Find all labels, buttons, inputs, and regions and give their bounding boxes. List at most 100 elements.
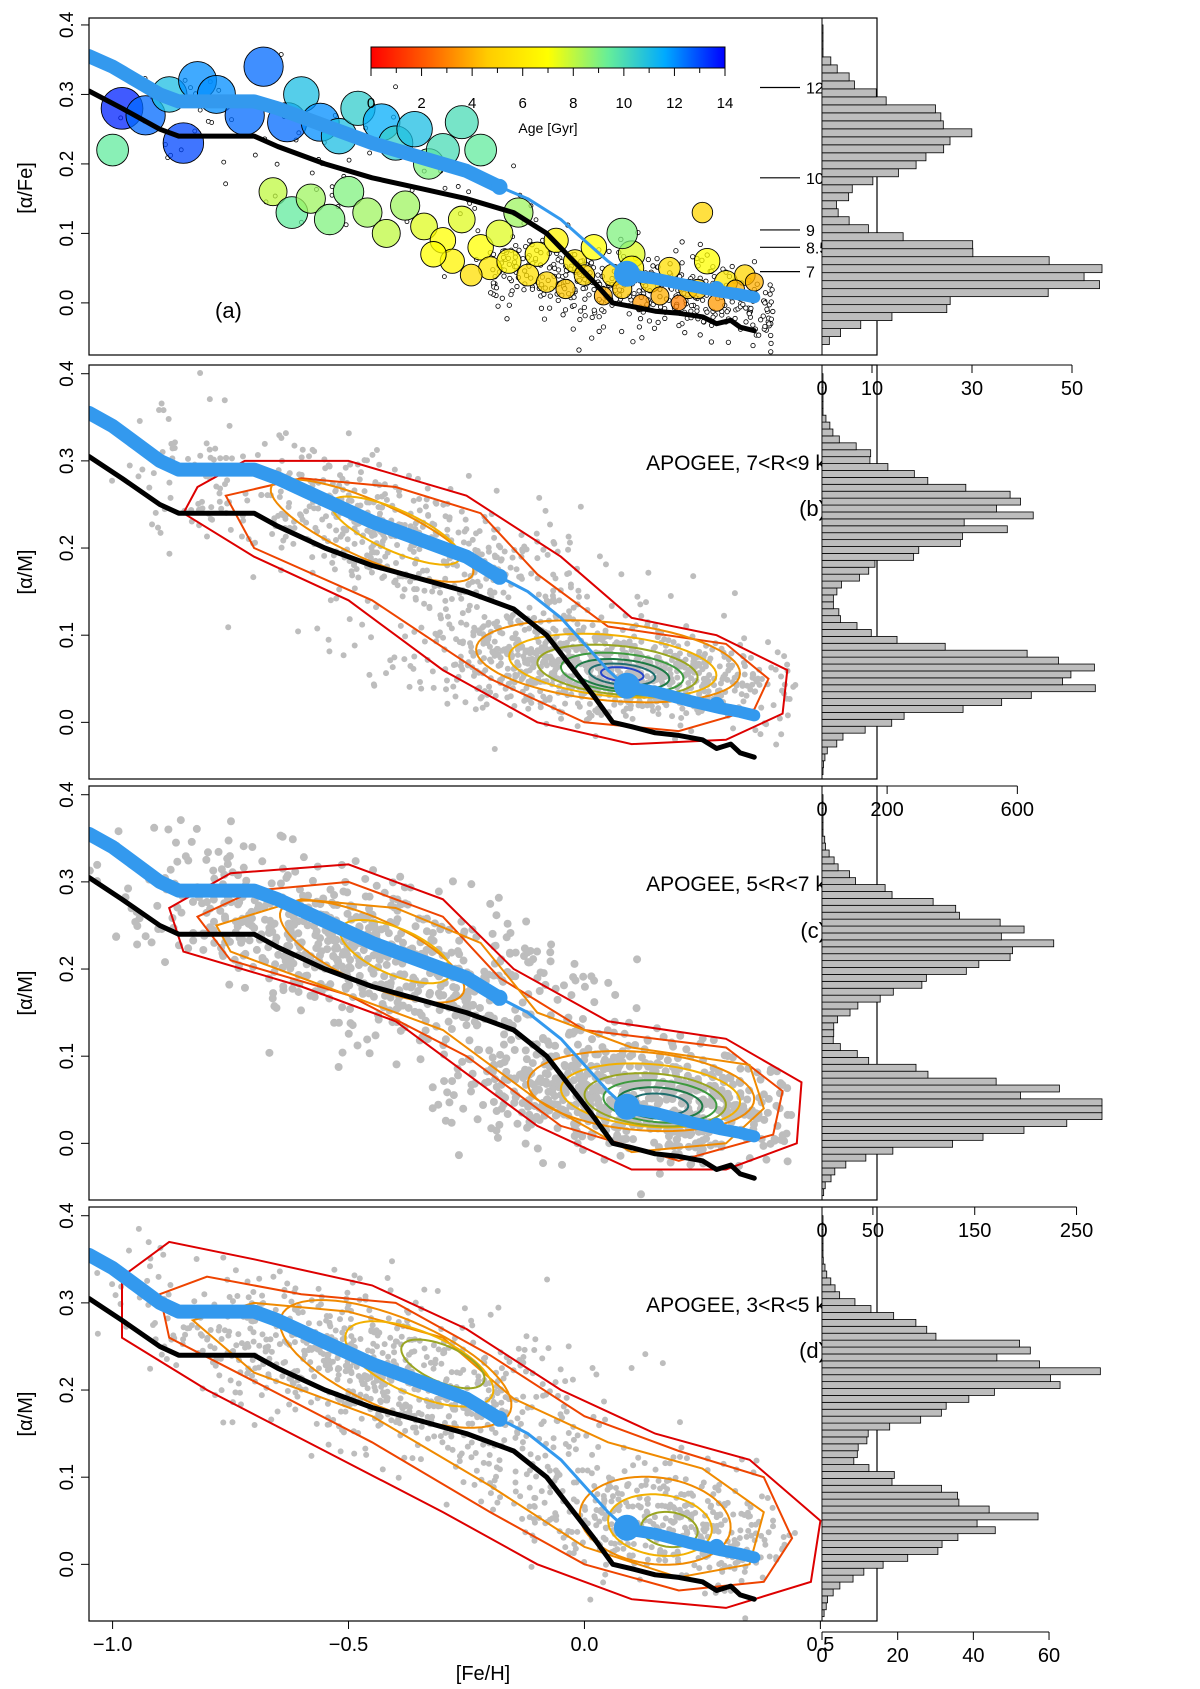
hist-bar xyxy=(821,1181,826,1190)
apogee-star-point xyxy=(756,681,763,688)
apogee-star-point xyxy=(333,595,340,602)
apogee-star-point xyxy=(299,1309,306,1316)
apogee-star-point xyxy=(747,1504,754,1511)
apogee-star-point xyxy=(618,571,625,578)
hist-bar xyxy=(821,414,827,423)
apogee-star-point xyxy=(343,909,352,918)
apogee-star-point xyxy=(492,1429,499,1436)
small-star-point xyxy=(513,242,519,249)
apogee-star-point xyxy=(232,1389,239,1396)
apogee-star-point xyxy=(410,1424,417,1431)
apogee-star-point xyxy=(415,1008,424,1017)
apogee-star-point xyxy=(391,654,398,661)
apogee-star-point xyxy=(474,1045,483,1054)
hist-bar xyxy=(821,1146,894,1155)
apogee-star-point xyxy=(513,672,520,679)
apogee-star-point xyxy=(742,1615,749,1621)
apogee-star-point xyxy=(714,1068,723,1077)
apogee-star-point xyxy=(371,1031,380,1040)
apogee-star-point xyxy=(406,683,413,690)
apogee-star-point xyxy=(506,928,515,937)
small-star-point xyxy=(570,326,576,332)
apogee-star-point xyxy=(485,619,492,626)
apogee-star-point xyxy=(448,595,455,602)
apogee-star-point xyxy=(355,955,364,964)
hist-bar xyxy=(821,272,1085,282)
apogee-star-point xyxy=(272,933,281,942)
apogee-star-point xyxy=(373,446,380,453)
apogee-star-point xyxy=(756,1075,765,1084)
apogee-star-point xyxy=(155,524,162,531)
age-star-point xyxy=(606,217,638,250)
apogee-star-point xyxy=(766,1139,775,1148)
apogee-star-point xyxy=(766,1065,775,1074)
apogee-star-point xyxy=(394,1003,403,1012)
apogee-star-point xyxy=(439,1439,446,1446)
apogee-star-point xyxy=(778,673,785,680)
apogee-star-point xyxy=(505,680,512,687)
x-axis-label: [Fe/H] xyxy=(456,1663,510,1685)
hist-bar xyxy=(821,615,841,623)
small-star-point xyxy=(655,319,661,325)
hist-bar xyxy=(821,1533,959,1542)
apogee-star-point xyxy=(153,901,162,910)
panel-label-a: (a) xyxy=(215,298,242,323)
apogee-star-point xyxy=(752,727,759,734)
apogee-star-point xyxy=(535,591,542,598)
apogee-star-point xyxy=(522,1055,531,1064)
apogee-star-point xyxy=(720,673,727,680)
apogee-star-point xyxy=(701,1590,708,1597)
colorbar-ticks: 0 2 4 6 8 10 12 14 xyxy=(367,68,733,112)
apogee-star-point xyxy=(501,548,508,555)
apogee-star-point xyxy=(704,1498,711,1505)
apogee-star-point xyxy=(558,1160,567,1169)
apogee-star-point xyxy=(256,1275,263,1282)
apogee-star-point xyxy=(156,407,163,414)
apogee-star-point xyxy=(451,1420,458,1427)
apogee-star-point xyxy=(628,647,635,654)
apogee-star-point xyxy=(373,1343,380,1350)
apogee-star-point xyxy=(315,1285,322,1292)
apogee-star-point xyxy=(311,1373,318,1380)
hist-bar xyxy=(821,828,824,837)
apogee-star-point xyxy=(525,1110,534,1119)
colorbar-tick-label: 6 xyxy=(519,95,527,112)
apogee-star-point xyxy=(528,655,535,662)
apogee-star-point xyxy=(377,925,386,934)
apogee-star-point xyxy=(567,584,574,591)
apogee-star-point xyxy=(518,532,525,539)
apogee-star-point xyxy=(763,1108,772,1117)
apogee-star-point xyxy=(245,1343,252,1350)
apogee-star-point xyxy=(551,540,558,547)
apogee-star-point xyxy=(114,827,123,836)
apogee-star-point xyxy=(748,1532,755,1539)
apogee-star-point xyxy=(249,1356,256,1363)
apogee-star-point xyxy=(491,1075,500,1084)
black-model-curve xyxy=(89,88,757,334)
apogee-star-point xyxy=(346,1019,355,1028)
apogee-star-point xyxy=(369,992,378,1001)
hist-bar xyxy=(821,1105,1103,1114)
apogee-star-point xyxy=(454,1151,463,1160)
apogee-star-point xyxy=(341,984,350,993)
apogee-star-point xyxy=(615,1490,622,1497)
apogee-star-point xyxy=(407,523,414,530)
apogee-star-point xyxy=(472,546,479,553)
apogee-star-point xyxy=(496,1457,503,1464)
apogee-star-point xyxy=(135,1225,142,1232)
apogee-star-point xyxy=(94,1330,101,1337)
x-tick-label: −1.0 xyxy=(93,1634,132,1656)
apogee-star-point xyxy=(388,1417,395,1424)
apogee-star-point xyxy=(519,1515,526,1522)
outer-density-contour xyxy=(167,863,803,1171)
apogee-star-point xyxy=(644,702,651,709)
apogee-star-point xyxy=(323,1312,330,1319)
age-star-point xyxy=(447,205,476,234)
apogee-star-point xyxy=(325,1441,332,1448)
apogee-star-point xyxy=(475,1377,482,1384)
apogee-star-point xyxy=(386,982,395,991)
apogee-star-point xyxy=(765,639,772,646)
apogee-star-point xyxy=(465,607,472,614)
apogee-star-point xyxy=(376,510,383,517)
